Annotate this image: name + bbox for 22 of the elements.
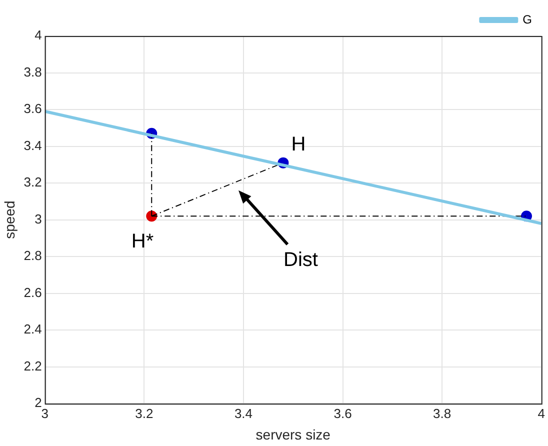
y-tick-label: 3 [34,211,42,226]
annotation: H [291,133,306,156]
y-tick-label: 3.2 [24,174,42,190]
annotation: Dist [284,248,318,271]
y-tick-label: 2 [34,395,42,410]
y-tick-label: 2.8 [24,248,42,264]
x-axis-title: servers size [256,426,331,442]
x-tick-label: 4 [538,406,545,421]
annotation: H* [131,230,154,253]
y-tick-label: 2.6 [24,284,42,300]
x-tick-label: 3.4 [234,406,253,421]
x-tick-label: 3.6 [334,406,352,421]
y-tick-label: 2.2 [24,358,42,374]
legend-label: G [522,12,532,26]
y-tick-label: 2.4 [24,322,42,337]
y-tick-label: 3.6 [24,101,42,116]
x-tick-label: 3.2 [135,406,154,421]
y-axis-title: speed [1,200,18,239]
y-tick-label: 3.8 [24,64,42,80]
x-tick-label: 3.8 [433,406,452,421]
y-tick-label: 3.4 [24,138,42,153]
y-tick-label: 4 [34,28,42,43]
